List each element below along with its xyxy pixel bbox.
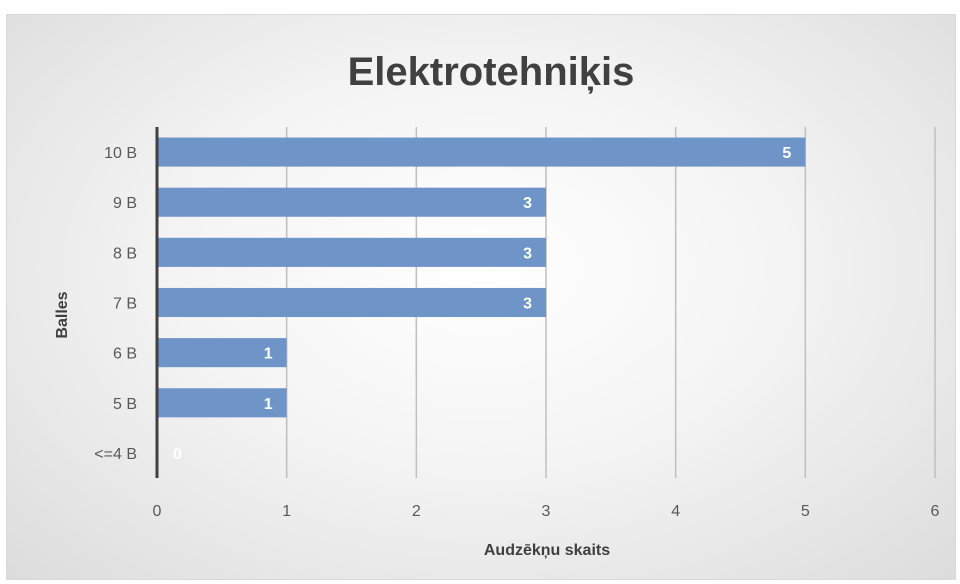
data-label: 1 bbox=[264, 396, 273, 413]
chart-title: Elektrotehniķis bbox=[348, 50, 635, 94]
x-tick-label: 3 bbox=[542, 503, 551, 520]
x-tick-label: 4 bbox=[671, 503, 680, 520]
bar bbox=[157, 237, 546, 267]
data-label: 1 bbox=[264, 346, 273, 363]
data-label: 3 bbox=[523, 296, 532, 313]
x-tick-label: 2 bbox=[412, 503, 421, 520]
x-axis-tick-labels: 0 1 2 3 4 5 6 bbox=[153, 503, 940, 520]
x-tick-label: 1 bbox=[282, 503, 291, 520]
y-tick-label: 7 B bbox=[113, 296, 137, 313]
y-axis-tick-labels: 10 B 9 B 8 B 7 B 6 B 5 B <=4 B bbox=[94, 145, 137, 463]
bars: 5 3 3 3 1 1 0 bbox=[157, 137, 806, 463]
bar-chart: Elektrotehniķis 5 3 3 3 1 1 0 10 B 9 B 8 B 7 B 6 B… bbox=[54, 50, 940, 559]
chart-area: Elektrotehniķis 5 3 3 3 1 1 0 10 B 9 B 8 B 7 B 6 B… bbox=[6, 14, 956, 580]
y-tick-label: 10 B bbox=[104, 145, 137, 162]
y-tick-label: 8 B bbox=[113, 245, 137, 262]
bar bbox=[157, 338, 287, 368]
x-tick-label: 6 bbox=[931, 503, 940, 520]
y-axis-title: Balles bbox=[54, 291, 71, 338]
data-label: 5 bbox=[782, 145, 791, 162]
bar bbox=[157, 287, 546, 318]
x-tick-label: 0 bbox=[153, 503, 162, 520]
bar bbox=[157, 388, 287, 418]
data-label: 3 bbox=[523, 195, 532, 212]
x-tick-label: 5 bbox=[801, 503, 810, 520]
y-tick-label: 5 B bbox=[113, 396, 137, 413]
data-label: 0 bbox=[173, 446, 182, 463]
y-tick-label: <=4 B bbox=[94, 446, 137, 463]
y-tick-label: 9 B bbox=[113, 195, 137, 212]
x-axis-title: Audzēkņu skaits bbox=[484, 542, 610, 559]
y-tick-label: 6 B bbox=[113, 346, 137, 363]
bar bbox=[157, 187, 546, 217]
data-label: 3 bbox=[523, 245, 532, 262]
bar bbox=[157, 137, 806, 167]
